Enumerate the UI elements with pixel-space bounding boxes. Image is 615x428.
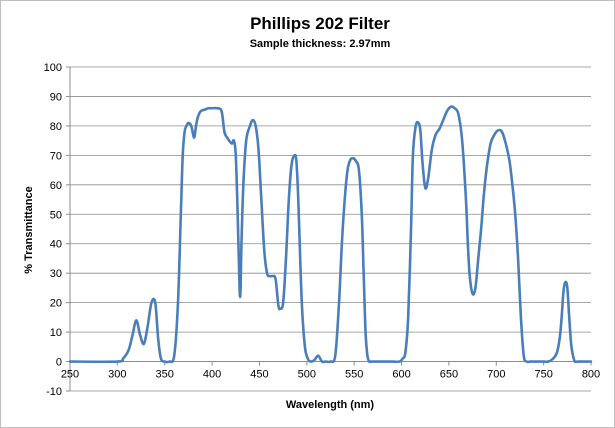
x-tick-label: 400 (203, 369, 221, 381)
chart-subtitle: Sample thickness: 2.97mm (250, 38, 391, 50)
y-tick-label: 10 (50, 327, 62, 339)
x-tick-label: 700 (487, 369, 505, 381)
x-tick-label: 350 (156, 369, 174, 381)
y-tick-labels: -10 0 10 20 30 40 50 60 70 80 90 100 (44, 62, 62, 398)
x-tick-label: 650 (440, 369, 458, 381)
y-tick-label: 20 (50, 298, 62, 310)
x-tick-label: 300 (108, 369, 126, 381)
x-tick-label: 500 (298, 369, 316, 381)
y-axis-label: % Transmittance (23, 186, 35, 273)
gridlines (70, 66, 591, 392)
y-tick-label: 70 (50, 150, 62, 162)
transmittance-series-line (68, 105, 593, 364)
x-tick-label: 750 (534, 369, 552, 381)
x-tick-label: 800 (582, 369, 600, 381)
y-tick-label: 40 (50, 239, 62, 251)
x-tick-label: 450 (250, 369, 268, 381)
y-tick-label: 50 (50, 209, 62, 221)
chart-title: Phillips 202 Filter (250, 14, 390, 33)
x-tick-label: 600 (392, 369, 410, 381)
x-tick-labels: 250 300 350 400 450 500 550 600 650 700 750 800 (61, 369, 600, 381)
y-tick-label: 80 (50, 121, 62, 133)
x-tick-label: 250 (61, 369, 79, 381)
x-axis-label: Wavelength (nm) (286, 399, 375, 411)
y-tick-label: 30 (50, 268, 62, 280)
y-tick-label: 100 (44, 62, 62, 74)
y-tick-label: 60 (50, 180, 62, 192)
x-tick-label: 550 (345, 369, 363, 381)
y-tick-label: 90 (50, 91, 62, 103)
series-layer (68, 105, 593, 364)
y-tick-label: 0 (56, 357, 62, 369)
y-tick-label: -10 (46, 386, 62, 398)
